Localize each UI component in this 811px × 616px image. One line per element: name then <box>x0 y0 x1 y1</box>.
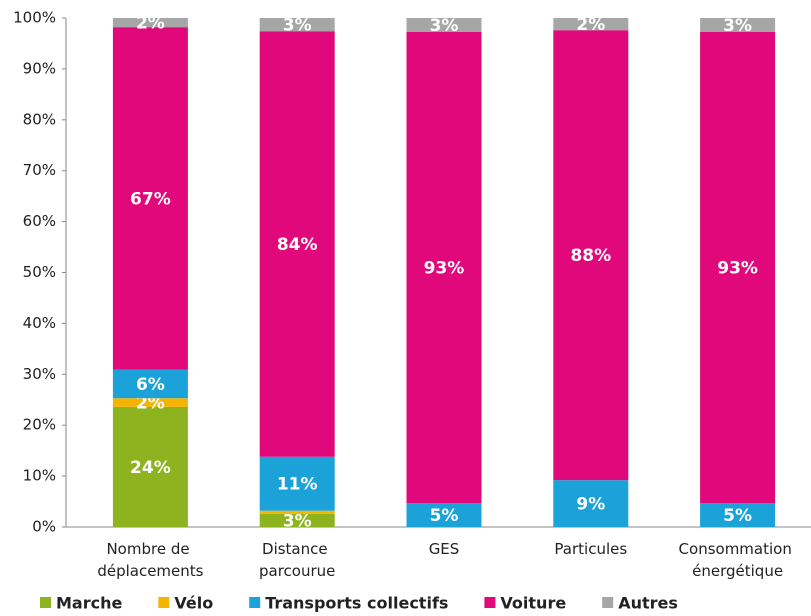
bar-segment <box>259 513 335 527</box>
bar-segment <box>259 456 335 511</box>
data-label: 5% <box>430 506 459 526</box>
bar-segment <box>553 480 629 527</box>
bar-segment <box>700 18 776 32</box>
legend-swatch <box>249 597 261 608</box>
x-tick-label: Particules <box>554 540 627 558</box>
y-tick-label: 90% <box>23 59 56 77</box>
legend-swatch <box>158 597 170 608</box>
bar-segment <box>406 18 482 32</box>
x-tick-label: Consommation énergétique <box>679 540 797 580</box>
bar-segment <box>112 369 188 399</box>
y-tick-label: 0% <box>32 518 56 536</box>
category-line: parcourue <box>259 562 335 580</box>
data-label: 5% <box>723 506 752 526</box>
bar-segment <box>553 18 629 31</box>
y-tick-label: 70% <box>23 161 56 179</box>
legend-label: Voiture <box>500 594 566 613</box>
x-tick-label: Nombre de déplacements <box>97 540 203 580</box>
bar-segment <box>112 406 188 527</box>
legend-label: Autres <box>618 594 678 613</box>
data-label: 67% <box>130 189 171 209</box>
data-label: 9% <box>576 495 605 515</box>
bar-segment <box>406 31 482 504</box>
y-tick-label: 80% <box>23 110 56 128</box>
data-label: 93% <box>424 258 465 278</box>
y-tick-label: 60% <box>23 212 56 230</box>
data-label: 2% <box>136 14 165 34</box>
data-label: 24% <box>130 458 171 478</box>
legend-label: Marche <box>56 594 122 613</box>
legend-label: Transports collectifs <box>265 594 448 613</box>
y-tick-label: 10% <box>23 467 56 485</box>
bar-segment <box>259 510 335 514</box>
x-tick-label: GES <box>429 540 460 558</box>
bar-segment <box>112 27 188 370</box>
data-label: 3% <box>723 16 752 36</box>
category-line: Distance <box>262 540 332 558</box>
bar-segment <box>700 503 776 527</box>
data-label: 11% <box>277 475 318 495</box>
bar-segment <box>112 18 188 28</box>
category-line: déplacements <box>97 562 203 580</box>
bar-segment <box>112 398 188 407</box>
category-line: Nombre de <box>106 540 194 558</box>
data-label: 3% <box>430 16 459 36</box>
category-line: Particules <box>554 540 627 558</box>
legend-swatch <box>602 597 614 608</box>
data-label: 6% <box>136 375 165 395</box>
bar-segment <box>700 31 776 504</box>
y-tick-label: 50% <box>23 263 56 281</box>
data-label: 3% <box>283 511 312 531</box>
bar-segment <box>406 503 482 527</box>
data-label: 84% <box>277 235 318 255</box>
category-line: Consommation <box>679 540 797 558</box>
data-label: 88% <box>570 246 611 266</box>
legend-swatch <box>484 597 496 608</box>
bar-segment <box>259 18 335 32</box>
category-line: GES <box>429 540 460 558</box>
y-tick-label: 100% <box>13 9 56 27</box>
bar-segment <box>259 31 335 457</box>
category-line: énergétique <box>692 562 783 580</box>
y-tick-label: 20% <box>23 416 56 434</box>
x-tick-label: Distance parcourue <box>259 540 335 580</box>
legend-label: Vélo <box>174 594 213 613</box>
data-label: 3% <box>283 16 312 36</box>
data-label: 2% <box>576 15 605 35</box>
y-tick-label: 30% <box>23 365 56 383</box>
legend-swatch <box>40 597 51 608</box>
data-label: 2% <box>136 394 165 414</box>
data-label: 93% <box>717 258 758 278</box>
y-tick-label: 40% <box>23 314 56 332</box>
bar-segment <box>553 30 629 481</box>
